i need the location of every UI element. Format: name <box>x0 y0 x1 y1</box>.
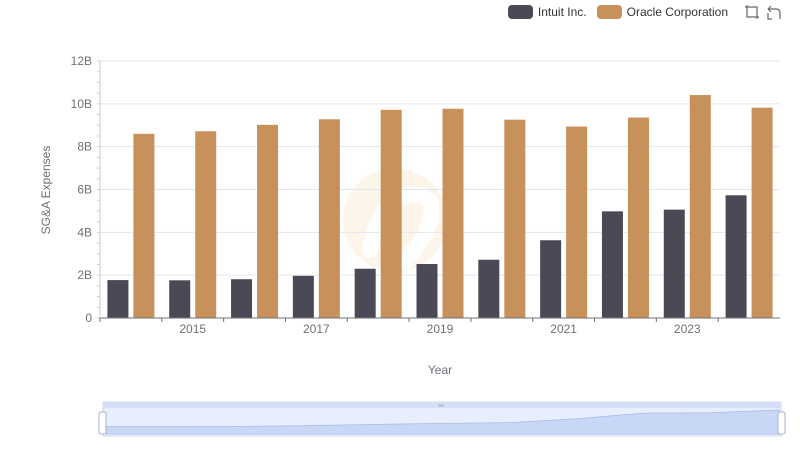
legend: Intuit Inc. Oracle Corporation <box>507 4 782 20</box>
y-axis: 0 2B 4B 6B 8B 10B 12B <box>71 54 101 325</box>
data-zoom-slider[interactable] <box>98 401 786 437</box>
zoom-range-bar[interactable] <box>103 402 781 408</box>
zoom-preview-area <box>104 409 780 435</box>
bar-oracle-2023[interactable] <box>689 95 711 319</box>
y-tick-label: 4B <box>77 225 92 239</box>
bar-intuit-2018[interactable] <box>354 268 376 318</box>
y-tick-label: 12B <box>71 54 92 68</box>
x-tick-label: 2021 <box>550 322 577 336</box>
legend-swatch-intuit <box>507 5 533 19</box>
zoom-handle-left[interactable] <box>98 411 107 435</box>
bar-oracle-2015[interactable] <box>195 131 217 318</box>
bar-intuit-2023[interactable] <box>663 209 685 318</box>
y-tick-label: 6B <box>77 183 92 197</box>
legend-item-oracle[interactable]: Oracle Corporation <box>596 5 728 19</box>
restore-icon[interactable] <box>766 4 782 20</box>
bar-intuit-2021[interactable] <box>540 240 562 318</box>
legend-swatch-oracle <box>596 5 622 19</box>
zoom-select-icon[interactable] <box>744 4 760 20</box>
zoom-handle-right[interactable] <box>777 411 786 435</box>
bar-oracle-2024[interactable] <box>751 107 773 319</box>
x-axis-title: Year <box>428 363 452 377</box>
bar-intuit-2020[interactable] <box>478 259 500 318</box>
bar-intuit-2014[interactable] <box>107 280 129 318</box>
bar-oracle-2017[interactable] <box>318 119 340 319</box>
bar-intuit-2024[interactable] <box>725 195 747 318</box>
bar-intuit-2017[interactable] <box>292 275 314 318</box>
y-tick-label: 10B <box>71 97 92 111</box>
x-tick-label: 2015 <box>179 322 206 336</box>
y-axis-title: SG&A Expenses <box>39 146 53 235</box>
x-tick-label: 2023 <box>674 322 701 336</box>
bars <box>107 95 773 319</box>
bar-oracle-2019[interactable] <box>442 108 464 319</box>
x-axis: 2015 2017 2019 2021 2023 <box>99 317 780 336</box>
bar-oracle-2021[interactable] <box>566 126 588 318</box>
legend-label-intuit: Intuit Inc. <box>537 5 587 19</box>
bar-intuit-2016[interactable] <box>231 279 253 318</box>
bar-oracle-2020[interactable] <box>504 119 526 318</box>
bar-oracle-2014[interactable] <box>133 133 155 318</box>
bar-oracle-2016[interactable] <box>257 124 279 319</box>
bar-oracle-2022[interactable] <box>627 117 649 318</box>
bar-oracle-2018[interactable] <box>380 109 402 318</box>
legend-label-oracle: Oracle Corporation <box>626 5 728 19</box>
y-tick-label: 8B <box>77 140 92 154</box>
y-tick-label: 2B <box>77 268 92 282</box>
bar-intuit-2022[interactable] <box>601 211 623 318</box>
x-tick-label: 2017 <box>303 322 330 336</box>
y-tick-label: 0 <box>85 311 92 325</box>
x-tick-label: 2019 <box>427 322 454 336</box>
zoom-grip-icon[interactable] <box>438 404 444 407</box>
bar-intuit-2019[interactable] <box>416 264 438 318</box>
legend-item-intuit[interactable]: Intuit Inc. <box>507 5 587 19</box>
bar-intuit-2015[interactable] <box>169 280 191 318</box>
